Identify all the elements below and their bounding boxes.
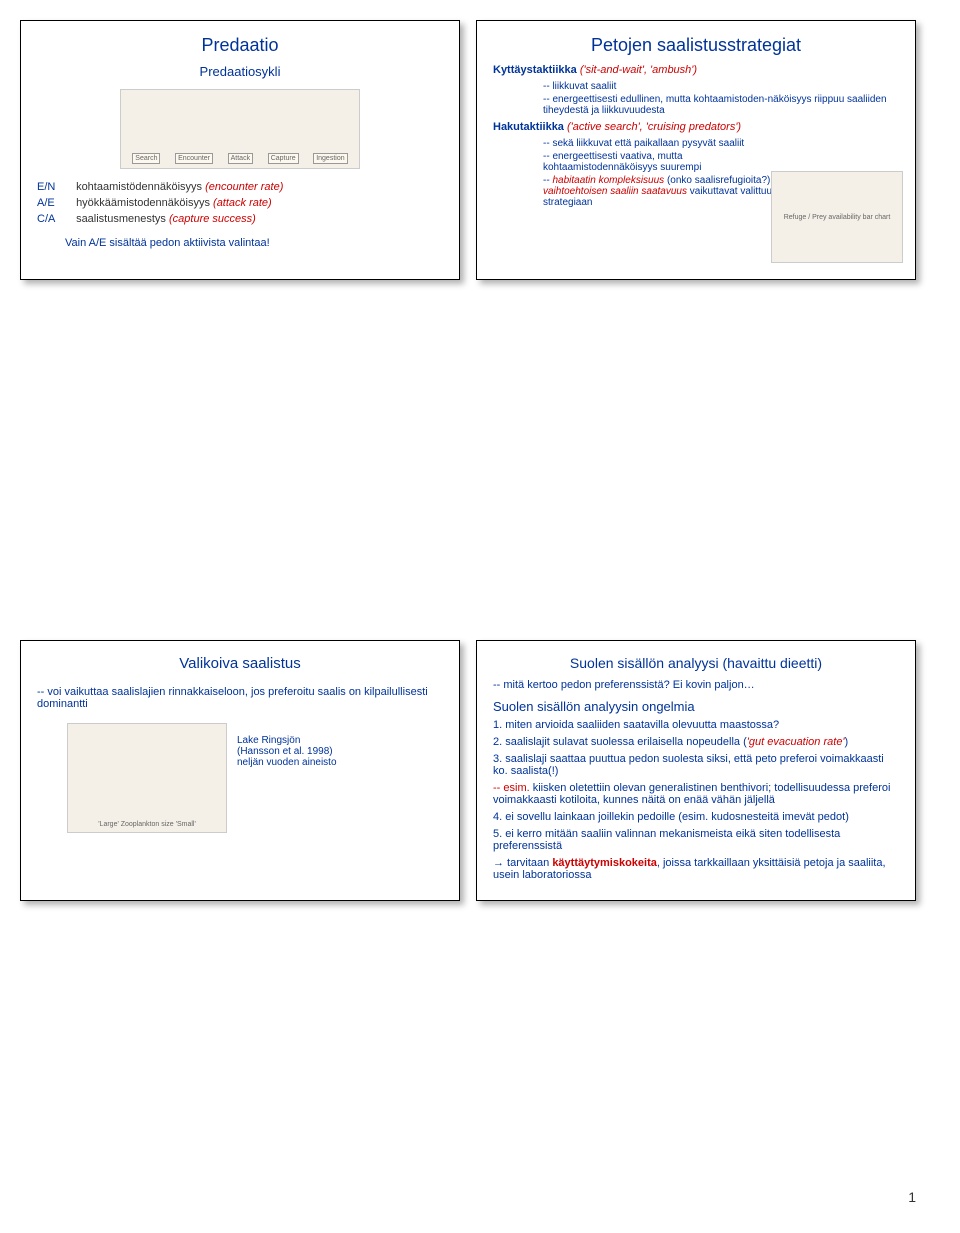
conclusion: → tarvitaan käyttäytymiskokeita, joissa … (493, 857, 899, 881)
def-term: (encounter rate) (205, 181, 283, 193)
slide1-note: Vain A/E sisältää pedon aktiivista valin… (65, 237, 443, 249)
slide-suolen: Suolen sisällön analyysi (havaittu dieet… (476, 640, 916, 901)
item5: 5. ei kerro mitään saaliin valinnan meka… (493, 828, 899, 852)
caption-ref: (Hansson et al. 1998) (237, 746, 337, 757)
term: 'gut evacuation rate' (747, 736, 845, 748)
slide4-sub: -- mitä kertoo pedon preferenssistä? Ei … (493, 679, 899, 691)
term: vaihtoehtoisen saaliin saatavuus (543, 186, 687, 197)
slide3-title: Valikoiva saalistus (37, 655, 443, 672)
slide-predaatio: Predaatio Predaatiosykli Search Encounte… (20, 20, 460, 280)
slide1-subtitle: Predaatiosykli (37, 64, 443, 79)
tactic-2: Hakutaktiikka ('active search', 'cruisin… (493, 121, 899, 133)
key-term: käyttäytymiskokeita (552, 857, 657, 869)
text: 2. saalislajit sulavat suolessa erilaise… (493, 736, 747, 748)
item1: 1. miten arvioida saaliiden saatavilla o… (493, 719, 899, 731)
item4: 4. ei sovellu lainkaan joillekin pedoill… (493, 811, 899, 823)
diagram-box: Ingestion (313, 153, 347, 164)
tactic-1-name: Kyttäystaktiikka (493, 64, 577, 76)
def-label: saalistusmenestys (76, 213, 166, 225)
def-code: A/E (37, 197, 73, 209)
def-term: (capture success) (169, 213, 256, 225)
item3-ex: -- esim. kiisken oletettiin olevan gener… (493, 782, 899, 806)
slide2-title: Petojen saalistusstrategiat (493, 35, 899, 56)
definition-row: C/A saalistusmenestys (capture success) (37, 213, 443, 225)
text: (onko saalisrefugioita?) ja (664, 175, 781, 186)
def-label: hyökkäämistodennäköisyys (76, 197, 210, 209)
scatter-plot: 'Large' Zooplankton size 'Small' (67, 723, 227, 833)
bullet: -- sekä liikkuvat että paikallaan pysyvä… (543, 138, 899, 149)
slide-strategiat: Petojen saalistusstrategiat Kyttäystakti… (476, 20, 916, 280)
esim: -- esim. (493, 782, 530, 794)
text: kiisken oletettiin olevan generalistinen… (493, 782, 890, 806)
item3: 3. saalislaji saattaa puuttua pedon suol… (493, 753, 899, 777)
slide3-p1: -- voi vaikuttaa saalislajien rinnakkais… (37, 686, 443, 710)
def-label: kohtaamistödennäköisyys (76, 181, 202, 193)
arrow-text: → tarvitaan (493, 857, 552, 869)
bullet: -- habitaatin kompleksisuus (onko saalis… (543, 175, 783, 208)
scatter-x-label: 'Large' Zooplankton size 'Small' (98, 821, 196, 828)
diagram-box: Search (132, 153, 160, 164)
tactic-2-name: Hakutaktiikka (493, 121, 564, 133)
slide-valikoiva: Valikoiva saalistus -- voi vaikuttaa saa… (20, 640, 460, 901)
diagram-box: Encounter (175, 153, 213, 164)
item2: 2. saalislajit sulavat suolessa erilaise… (493, 736, 899, 748)
page-number: 1 (908, 1189, 916, 1205)
text: ) (845, 736, 849, 748)
term: habitaatin kompleksisuus (552, 175, 664, 186)
diagram-box: Attack (228, 153, 253, 164)
definition-row: E/N kohtaamistödennäköisyys (encounter r… (37, 181, 443, 193)
def-code: E/N (37, 181, 73, 193)
tactic-2-terms: ('active search', 'cruising predators') (567, 121, 741, 133)
definition-row: A/E hyökkäämistodennäköisyys (attack rat… (37, 197, 443, 209)
slide4-title: Suolen sisällön analyysi (havaittu dieet… (493, 655, 899, 671)
bullet: -- liikkuvat saaliit (543, 81, 899, 92)
caption-lake: Lake Ringsjön (237, 735, 337, 746)
tactic-1: Kyttäystaktiikka ('sit-and-wait', 'ambus… (493, 64, 899, 76)
bullet: -- energeettisesti vaativa, mutta kohtaa… (543, 151, 783, 173)
refuge-prey-chart: Refuge / Prey availability bar chart (771, 171, 903, 263)
def-code: C/A (37, 213, 73, 225)
predation-cycle-diagram: Search Encounter Attack Capture Ingestio… (120, 89, 360, 169)
bullet: -- energeettisesti edullinen, mutta koht… (543, 94, 899, 116)
chart-hint: Refuge / Prey availability bar chart (784, 214, 891, 221)
slide4-h2: Suolen sisällön analyysin ongelmia (493, 699, 899, 714)
tactic-1-terms: ('sit-and-wait', 'ambush') (580, 64, 697, 76)
diagram-box: Capture (268, 153, 299, 164)
def-term: (attack rate) (213, 197, 272, 209)
slide1-title: Predaatio (37, 35, 443, 56)
caption-years: neljän vuoden aineisto (237, 757, 337, 768)
